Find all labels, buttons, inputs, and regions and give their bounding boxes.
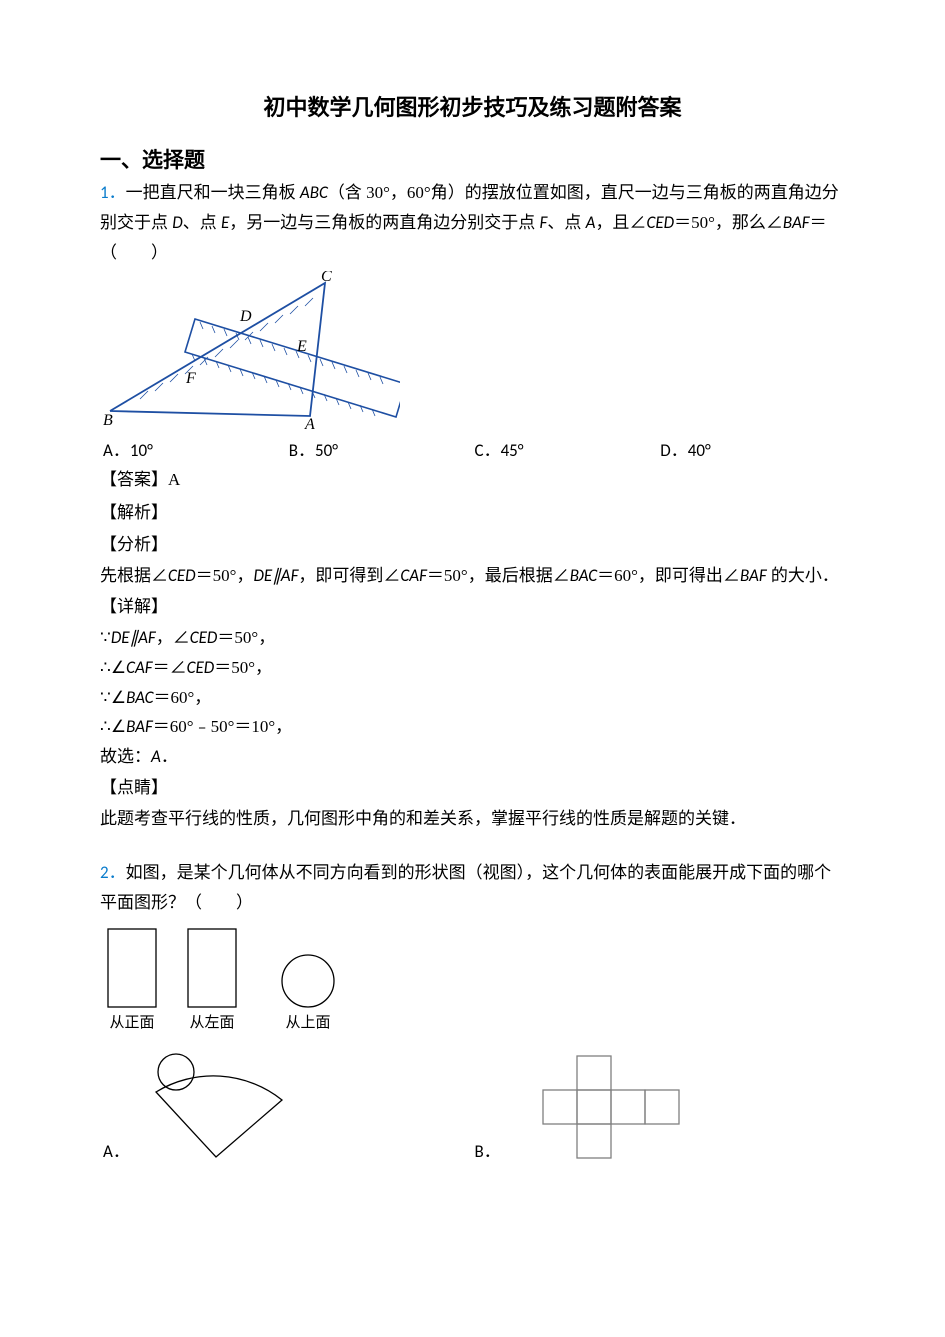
q1-d1a: ∵ xyxy=(100,628,111,647)
q1-d3b: BAC xyxy=(126,687,153,708)
q1-guxuan: 故选：A． xyxy=(100,742,845,772)
section-heading: 一、选择题 xyxy=(100,144,845,174)
q1-d1c: ，∠ xyxy=(156,628,190,647)
q2-option-a-figure xyxy=(134,1052,304,1162)
q1-figure: B A C D E F xyxy=(100,271,400,431)
q2-stem-text: 如图，是某个几何体从不同方向看到的形状图（视图），这个几何体的表面能展开成下面的… xyxy=(100,863,831,912)
svg-text:C: C xyxy=(321,271,332,285)
q1-dianjing-label: 【点睛】 xyxy=(100,772,845,804)
q1-abc: ABC xyxy=(300,182,328,203)
q1-fx-6: 的大小． xyxy=(767,566,839,585)
q1-text-1: 一把直尺和一块三角板 xyxy=(126,183,300,202)
q1-BAF: BAF xyxy=(783,212,810,233)
q2-stem: 2．如图，是某个几何体从不同方向看到的形状图（视图），这个几何体的表面能展开成下… xyxy=(100,858,845,918)
q1-text-5: 、点 xyxy=(547,213,585,232)
q1-detail-line2: ∴∠CAF＝∠CED＝50°， xyxy=(100,653,845,683)
q1-d4c: ＝60°﹣50°＝10°， xyxy=(153,717,292,736)
q1-fx-2: ＝50°， xyxy=(196,566,254,585)
q2-views-svg: 从正面 从左面 从上面 xyxy=(100,923,360,1038)
q1-options: A．10° B．50° C．45° D．40° xyxy=(100,433,845,464)
q1-fx-caf: CAF xyxy=(400,565,427,586)
q1-d4a: ∴∠ xyxy=(100,717,126,736)
q1-text-3: 、点 xyxy=(183,213,221,232)
q1-dianjing-body: 此题考查平行线的性质，几何图形中角的和差关系，掌握平行线的性质是解题的关键． xyxy=(100,804,845,834)
spacer xyxy=(100,834,845,858)
q1-fx-bac: BAC xyxy=(570,565,597,586)
q1-gxb: A xyxy=(151,746,161,767)
q1-D: D xyxy=(172,212,182,233)
q1-d1b: DE∥AF xyxy=(111,627,156,648)
svg-text:B: B xyxy=(103,412,113,429)
svg-text:F: F xyxy=(185,370,196,387)
q1-d3a: ∵∠ xyxy=(100,688,126,707)
q1-detail-line1: ∵DE∥AF，∠CED＝50°， xyxy=(100,623,845,653)
q1-fx-baf: BAF xyxy=(740,565,767,586)
q1-answer: 【答案】A xyxy=(100,464,845,496)
q1-d2a: ∴∠ xyxy=(100,658,126,677)
q1-fenxi-body: 先根据∠CED＝50°，DE∥AF，即可得到∠CAF＝50°，最后根据∠BAC＝… xyxy=(100,561,845,591)
q1-gxc: ． xyxy=(161,747,178,766)
q1-fx-1: 先根据∠ xyxy=(100,566,168,585)
q1-fenxi-label: 【分析】 xyxy=(100,529,845,561)
q2-front-label: 从正面 xyxy=(109,1015,154,1031)
q1-d2b: CAF xyxy=(126,657,153,678)
svg-text:D: D xyxy=(239,308,252,325)
q2-option-b-label: B． xyxy=(475,1141,501,1162)
q1-d1e: ＝50°， xyxy=(217,628,275,647)
q2-number: 2． xyxy=(100,862,126,883)
q1-fx-5: ＝60°，即可得出∠ xyxy=(597,566,740,585)
q1-stem: 1．一把直尺和一块三角板 ABC（含 30°，60°角）的摆放位置如图，直尺一边… xyxy=(100,178,845,267)
q1-number: 1． xyxy=(100,182,126,203)
q1-option-a: A．10° xyxy=(102,435,286,462)
q2-left-label: 从左面 xyxy=(189,1014,234,1031)
q1-d2c: ＝∠ xyxy=(153,658,187,677)
q2-views: 从正面 从左面 从上面 xyxy=(100,923,845,1043)
q1-CED: CED xyxy=(646,212,674,233)
q1-fx-deaf: DE∥AF xyxy=(253,565,298,586)
q1-option-d: D．40° xyxy=(659,435,843,462)
svg-text:A: A xyxy=(304,416,315,431)
q1-d3c: ＝60°， xyxy=(153,688,211,707)
q1-text-4: ，另一边与三角板的两直角边分别交于点 xyxy=(229,213,539,232)
q1-d4b: BAF xyxy=(126,716,153,737)
q2-option-b-figure xyxy=(505,1052,695,1162)
q2-options-row: A． B． xyxy=(100,1049,845,1165)
q1-analysis-label: 【解析】 xyxy=(100,497,845,529)
q1-option-c: C．45° xyxy=(474,435,658,462)
q1-A: A xyxy=(586,212,596,233)
q1-d1d: CED xyxy=(190,627,218,648)
q2-option-a-label: A． xyxy=(103,1141,130,1162)
page: 初中数学几何图形初步技巧及练习题附答案 一、选择题 1．一把直尺和一块三角板 A… xyxy=(0,0,945,1337)
q1-d2e: ＝50°， xyxy=(214,658,272,677)
q1-option-b: B．50° xyxy=(288,435,472,462)
q1-fx-ced: CED xyxy=(168,565,196,586)
q1-detail-label: 【详解】 xyxy=(100,591,845,623)
q1-detail-line3: ∵∠BAC＝60°， xyxy=(100,683,845,713)
q1-text-7: ＝50°，那么∠ xyxy=(674,213,783,232)
q2-top-label: 从上面 xyxy=(285,1014,330,1031)
svg-text:E: E xyxy=(296,338,307,355)
q1-fx-4: ＝50°，最后根据∠ xyxy=(427,566,570,585)
q1-gxa: 故选： xyxy=(100,747,151,766)
q1-text-6: ，且∠ xyxy=(595,213,646,232)
page-title: 初中数学几何图形初步技巧及练习题附答案 xyxy=(100,90,845,122)
q1-d2d: CED xyxy=(187,657,215,678)
q1-detail-line4: ∴∠BAF＝60°﹣50°＝10°， xyxy=(100,712,845,742)
q1-fx-3: ，即可得到∠ xyxy=(298,566,400,585)
